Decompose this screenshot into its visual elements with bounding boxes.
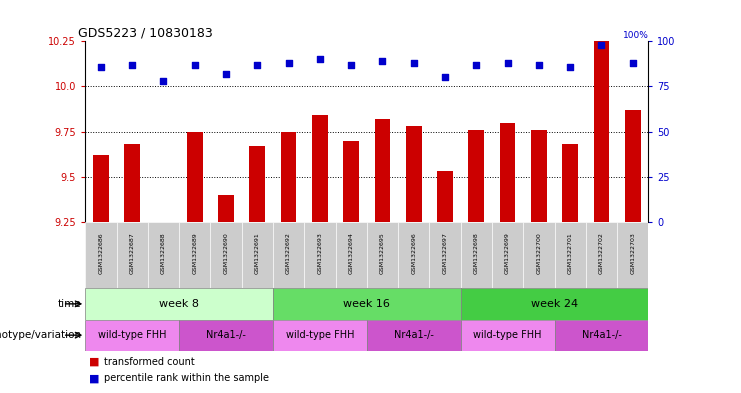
Bar [461,320,554,351]
Bar [305,222,336,288]
Bar [179,222,210,288]
Text: 100%: 100% [622,31,648,40]
Text: GSM1322700: GSM1322700 [536,232,542,274]
Bar [586,222,617,288]
Point [345,62,357,68]
Bar [124,144,140,222]
Bar [273,320,367,351]
Text: GDS5223 / 10830183: GDS5223 / 10830183 [78,26,213,39]
Text: GSM1322692: GSM1322692 [286,232,291,274]
Bar [343,141,359,222]
Point [158,78,170,84]
Point [126,62,138,68]
Text: week 24: week 24 [531,299,578,309]
Bar [468,130,484,222]
Point [314,56,326,62]
Point [95,63,107,70]
Point [220,71,232,77]
Point [376,58,388,64]
Bar [499,123,516,222]
Point [408,60,419,66]
Bar [312,116,328,222]
Bar [147,222,179,288]
Text: GSM1322697: GSM1322697 [442,232,448,274]
Text: GSM1322693: GSM1322693 [317,232,322,274]
Text: GSM1322702: GSM1322702 [599,232,604,274]
Bar [116,222,147,288]
Text: week 16: week 16 [343,299,391,309]
Bar [461,222,492,288]
Bar [554,320,648,351]
Bar [179,320,273,351]
Text: GSM1322695: GSM1322695 [380,232,385,274]
Point [189,62,201,68]
Bar [398,222,429,288]
Bar [281,132,296,222]
Text: GSM1322696: GSM1322696 [411,232,416,274]
Point [282,60,294,66]
Text: ■: ■ [89,373,99,383]
Point [439,74,451,81]
Bar [367,222,398,288]
Bar [250,146,265,222]
Text: percentile rank within the sample: percentile rank within the sample [104,373,269,383]
Bar [187,132,202,222]
Bar [85,222,116,288]
Bar [562,144,578,222]
Bar [492,222,523,288]
Bar [461,288,648,320]
Text: Nr4a1-/-: Nr4a1-/- [393,330,433,340]
Text: GSM1322701: GSM1322701 [568,232,573,274]
Bar [625,110,640,222]
Bar [523,222,554,288]
Bar [554,222,586,288]
Text: GSM1322687: GSM1322687 [130,232,135,274]
Text: Nr4a1-/-: Nr4a1-/- [582,330,622,340]
Bar [437,171,453,222]
Text: time: time [58,299,82,309]
Text: GSM1322688: GSM1322688 [161,232,166,274]
Point [251,62,263,68]
Bar [594,41,609,222]
Text: transformed count: transformed count [104,356,194,367]
Point [471,62,482,68]
Text: GSM1322699: GSM1322699 [505,232,510,274]
Point [596,42,608,48]
Bar [273,222,305,288]
Bar [85,288,273,320]
Bar [218,195,234,222]
Text: wild-type FHH: wild-type FHH [285,330,354,340]
Point [502,60,514,66]
Text: GSM1322690: GSM1322690 [224,232,228,274]
Bar [367,320,461,351]
Bar [273,288,461,320]
Point [564,63,576,70]
Text: Nr4a1-/-: Nr4a1-/- [206,330,246,340]
Text: week 8: week 8 [159,299,199,309]
Bar [242,222,273,288]
Bar [375,119,391,222]
Text: GSM1322703: GSM1322703 [631,232,635,274]
Text: wild-type FHH: wild-type FHH [473,330,542,340]
Text: GSM1322689: GSM1322689 [192,232,197,274]
Bar [85,320,179,351]
Bar [210,222,242,288]
Bar [429,222,461,288]
Text: genotype/variation: genotype/variation [0,330,82,340]
Text: ■: ■ [89,356,99,367]
Point [627,60,639,66]
Text: GSM1322694: GSM1322694 [349,232,353,274]
Text: GSM1322698: GSM1322698 [473,232,479,274]
Text: wild-type FHH: wild-type FHH [98,330,167,340]
Bar [617,222,648,288]
Point [533,62,545,68]
Bar [531,130,547,222]
Bar [336,222,367,288]
Bar [406,126,422,222]
Bar [93,155,109,222]
Text: GSM1322686: GSM1322686 [99,232,103,274]
Text: GSM1322691: GSM1322691 [255,232,260,274]
